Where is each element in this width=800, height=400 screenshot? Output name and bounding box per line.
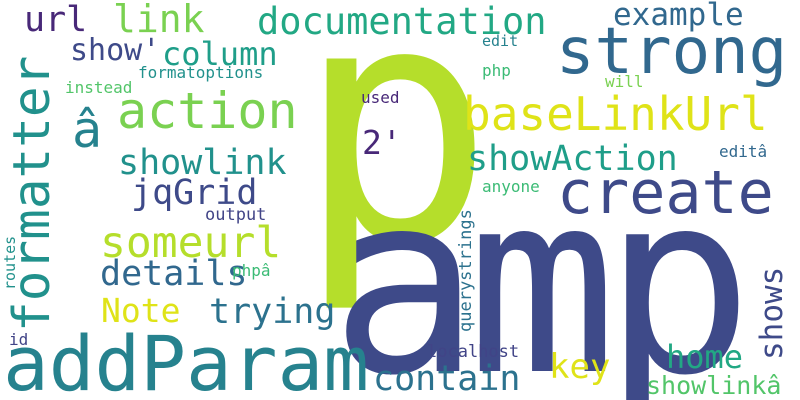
- word-url: url: [24, 0, 88, 40]
- word-p: p: [296, 0, 495, 317]
- word-show: show': [70, 33, 161, 68]
- word-create: create: [557, 158, 774, 228]
- word-link: link: [113, 0, 205, 41]
- word-addparam: addParam: [3, 319, 370, 400]
- word-will: will: [605, 72, 644, 91]
- word-strong: strong: [556, 15, 788, 89]
- word-jqgrid: jqGrid: [131, 173, 258, 213]
- word-documentation: documentation: [257, 0, 547, 43]
- word-php: php: [482, 61, 511, 80]
- word-a-circ: â: [72, 101, 103, 159]
- word-used: used: [361, 88, 400, 107]
- word-edit: edit: [482, 32, 519, 50]
- word-instead: instead: [65, 78, 133, 97]
- word-formatter: formatter: [3, 55, 62, 332]
- word-showaction: showAction: [467, 139, 678, 179]
- word-querystrings: querystrings: [456, 209, 476, 332]
- word-trying: trying: [209, 292, 336, 332]
- word-column: column: [162, 35, 278, 73]
- word-anyone: anyone: [482, 177, 540, 196]
- word-routes: routes: [1, 235, 19, 290]
- word-example: example: [613, 0, 744, 33]
- word-key: key: [549, 347, 611, 387]
- word-shows: shows: [754, 266, 790, 360]
- word-contain: contain: [373, 359, 521, 399]
- word-details: details: [100, 254, 248, 294]
- word-id: id: [9, 330, 29, 349]
- word-someurl: someurl: [100, 218, 282, 268]
- word-action: action: [117, 82, 298, 140]
- word-showlink: showlink: [118, 143, 287, 183]
- word-note: Note: [101, 291, 181, 330]
- word-edita: editâ: [719, 142, 768, 161]
- word-output: output: [205, 205, 267, 225]
- word-phpa: phpâ: [232, 261, 271, 280]
- word-two: 2': [362, 123, 402, 162]
- word-baselinkurl: baseLinkUrl: [463, 87, 768, 141]
- word-home: home: [666, 338, 744, 376]
- word-localhost: localhost: [427, 342, 520, 362]
- word-showlinka: showlinkâ: [646, 371, 782, 400]
- word-amp: amp: [330, 139, 754, 400]
- word-formatoptions: formatoptions: [138, 63, 264, 82]
